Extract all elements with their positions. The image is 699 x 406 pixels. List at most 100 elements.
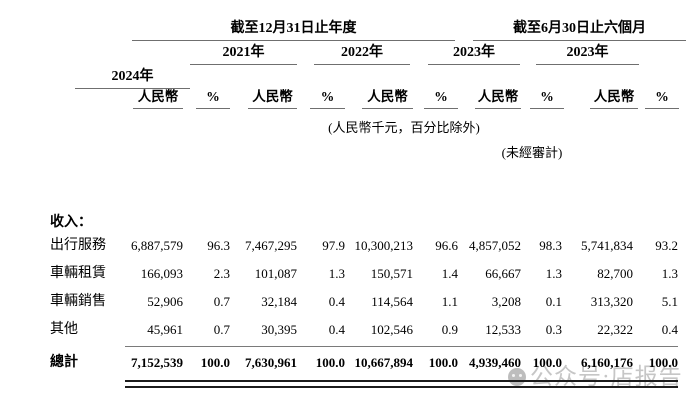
cell-value: 82,700 bbox=[597, 266, 633, 281]
single-rule bbox=[633, 346, 678, 347]
cell-value: 3,208 bbox=[491, 294, 521, 309]
cell-value: 4,939,460 bbox=[469, 355, 521, 370]
year-col-2021: 2021年 bbox=[183, 37, 297, 65]
single-rule bbox=[183, 346, 230, 347]
cell-value: 7,152,539 bbox=[131, 355, 183, 370]
rule-cell bbox=[521, 376, 562, 390]
single-rule bbox=[521, 346, 562, 347]
rule-cell bbox=[297, 376, 345, 390]
subheader-currency: 人民幣 bbox=[230, 72, 297, 109]
cell-value: 6,160,176 bbox=[581, 355, 633, 370]
cell-value: 66,667 bbox=[485, 266, 521, 281]
total-double-rule-row bbox=[50, 376, 699, 390]
period-group-annual-label: 截至12月31日止年度 bbox=[132, 0, 455, 41]
revenue-table: 截至12月31日止年度 截至6月30日止六個月 2021年 2022年 2023… bbox=[50, 0, 699, 390]
notes-spacer bbox=[50, 105, 699, 208]
cell-value: 1.1 bbox=[441, 294, 458, 309]
cell-value: 4,857,052 bbox=[469, 238, 521, 253]
cell-value: 12,533 bbox=[485, 322, 521, 337]
cell-value: 0.4 bbox=[328, 322, 345, 337]
double-rule bbox=[297, 380, 345, 388]
row-label: 出行服務 bbox=[50, 238, 106, 253]
rule-cell bbox=[521, 344, 562, 350]
cell-value: 6,887,579 bbox=[131, 238, 183, 253]
year-col-2024-interim: 2024年 bbox=[50, 61, 190, 89]
cell-value: 100.0 bbox=[428, 355, 458, 370]
double-rule bbox=[562, 380, 633, 388]
cell-value: 1.3 bbox=[545, 266, 562, 281]
rule-cell bbox=[413, 376, 458, 390]
cell-value: 7,467,295 bbox=[245, 238, 297, 253]
table-row: 車輛租賃 166,093 2.3 101,087 1.3 150,571 1.4 66,667… bbox=[50, 260, 699, 288]
cell-value: 45,961 bbox=[147, 322, 183, 337]
row-label: 總計 bbox=[50, 355, 78, 370]
subheader-currency: 人民幣 bbox=[125, 72, 183, 109]
period-group-interim: 截至6月30日止六個月 bbox=[458, 0, 686, 41]
year-col-2023: 2023年 bbox=[413, 37, 521, 65]
cell-value: 100.0 bbox=[532, 355, 562, 370]
subheader-percent: % bbox=[633, 72, 679, 109]
double-rule bbox=[633, 380, 678, 388]
rule-cell bbox=[458, 376, 521, 390]
rule-cell bbox=[230, 376, 297, 390]
cell-value: 102,546 bbox=[370, 322, 413, 337]
double-rule bbox=[125, 380, 183, 388]
single-rule bbox=[458, 346, 521, 347]
section-row-revenue: 收入： bbox=[50, 208, 699, 232]
cell-value: 0.7 bbox=[213, 294, 230, 309]
row-label: 其他 bbox=[50, 322, 78, 337]
double-rule bbox=[183, 380, 230, 388]
rule-cell bbox=[458, 344, 521, 350]
cell-value: 0.3 bbox=[545, 322, 562, 337]
row-label: 車輛租賃 bbox=[50, 266, 106, 281]
double-rule bbox=[458, 380, 521, 388]
cell-value: 313,320 bbox=[590, 294, 633, 309]
cell-value: 100.0 bbox=[315, 355, 345, 370]
rule-cell bbox=[230, 344, 297, 350]
period-group-header-row: 截至12月31日止年度 截至6月30日止六個月 bbox=[50, 0, 699, 41]
cell-value: 52,906 bbox=[147, 294, 183, 309]
rule-cell bbox=[633, 344, 678, 350]
double-rule bbox=[521, 380, 562, 388]
year-col-2022: 2022年 bbox=[297, 37, 413, 65]
rule-cell bbox=[125, 376, 183, 390]
single-rule bbox=[562, 346, 633, 347]
cell-value: 100.0 bbox=[200, 355, 230, 370]
subheader-currency: 人民幣 bbox=[458, 72, 521, 109]
year-header-row: 2021年 2022年 2023年 2023年 2024年 bbox=[50, 37, 699, 89]
section-label: 收入： bbox=[50, 215, 92, 230]
cell-value: 96.3 bbox=[207, 238, 230, 253]
cell-value: 166,093 bbox=[140, 266, 183, 281]
cell-value: 0.4 bbox=[661, 322, 678, 337]
cell-value: 0.1 bbox=[545, 294, 562, 309]
data-rows-container: 出行服務 6,887,579 96.3 7,467,295 97.9 10,300,213… bbox=[50, 232, 699, 390]
cell-value: 10,300,213 bbox=[354, 238, 414, 253]
period-group-annual: 截至12月31日止年度 bbox=[125, 0, 458, 41]
double-rule bbox=[345, 380, 413, 388]
cell-value: 1.3 bbox=[661, 266, 678, 281]
rule-cell bbox=[183, 344, 230, 350]
subheader-currency: 人民幣 bbox=[345, 72, 413, 109]
year-col-2023-interim: 2023年 bbox=[521, 37, 639, 65]
subheader-percent: % bbox=[183, 72, 230, 109]
period-group-interim-label: 截至6月30日止六個月 bbox=[473, 0, 686, 41]
rule-cell bbox=[633, 376, 678, 390]
cell-value: 30,395 bbox=[261, 322, 297, 337]
cell-value: 100.0 bbox=[648, 355, 678, 370]
rule-cell bbox=[345, 376, 413, 390]
subheader-percent: % bbox=[521, 72, 564, 109]
rule-cell bbox=[413, 344, 458, 350]
cell-value: 98.3 bbox=[539, 238, 562, 253]
rule-cell bbox=[345, 344, 413, 350]
cell-value: 0.9 bbox=[441, 322, 458, 337]
cell-value: 97.9 bbox=[322, 238, 345, 253]
row-label: 車輛銷售 bbox=[50, 294, 106, 309]
rule-cell bbox=[297, 344, 345, 350]
subheader-row: 人民幣 % 人民幣 % 人民幣 % 人民幣 % 人民幣 % bbox=[50, 72, 699, 109]
rule-cell bbox=[125, 344, 183, 350]
cell-value: 22,322 bbox=[597, 322, 633, 337]
rule-cell bbox=[183, 376, 230, 390]
cell-value: 150,571 bbox=[370, 266, 413, 281]
rule-cell bbox=[562, 376, 633, 390]
